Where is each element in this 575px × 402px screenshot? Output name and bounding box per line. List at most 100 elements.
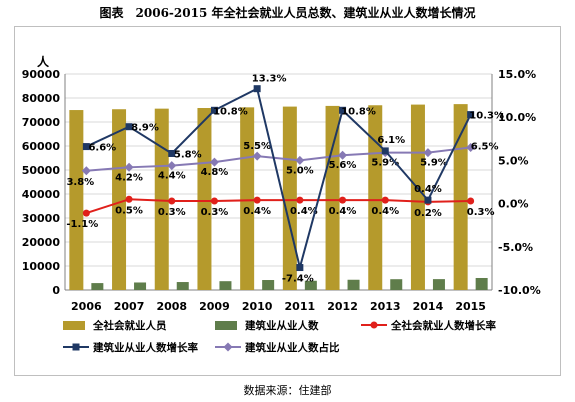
y-tick-label: 40000 [22,188,61,201]
y2-tick-label: -10.0% [498,284,541,297]
x-tick-label: 2008 [156,300,187,313]
construction-growth-data-label: 10.8% [213,106,248,117]
total-growth-data-label: 0.5% [115,205,143,216]
legend-marker [370,321,378,329]
construction-share-point [423,148,433,158]
total-growth-data-label: 0.4% [243,206,271,217]
y-unit-label: 人 [37,54,50,69]
construction-share-data-label: 4.4% [158,171,186,182]
construction-growth-point [339,106,347,114]
construction-growth-data-label: 6.6% [88,143,116,154]
bar-construction-employment [390,279,403,290]
bar-total-employment [197,108,212,290]
bar-construction-employment [134,282,147,290]
construction-share-data-label: 5.0% [286,165,314,176]
total-growth-point [210,197,218,205]
y2-tick-label: 15.0% [498,68,536,81]
construction-growth-data-label: 13.3% [252,74,287,85]
bar-construction-employment [432,279,445,290]
construction-growth-point [210,106,218,114]
y-tick-label: 80000 [22,92,61,105]
bar-construction-employment [475,277,488,290]
legend-label: 建筑业从业人数占比 [244,341,340,354]
construction-growth-data-label: 5.8% [174,149,202,160]
total-growth-data-label: 0.3% [201,207,229,218]
construction-share-point [466,142,476,152]
construction-growth-data-label: -7.4% [282,274,314,285]
y-tick-label: 90000 [22,68,61,81]
total-growth-point [296,196,304,204]
bar-total-employment [410,104,425,290]
construction-growth-line [85,87,472,268]
total-growth-data-label: 0.4% [290,206,318,217]
y-tick-label: 20000 [22,236,61,249]
construction-share-data-label: 4.8% [201,167,229,178]
legend-label: 全社会就业人员 [92,319,167,332]
bar-construction-employment [219,281,232,290]
bar-construction-employment [304,280,317,290]
construction-growth-point [381,147,389,155]
construction-share-point [209,157,219,167]
construction-growth-point [424,196,432,204]
construction-growth-data-label: 10.3% [469,111,504,122]
combo-chart: 0 10000 20000 30000 40000 50000 60000 70000 8000… [22,54,541,354]
total-growth-point [125,195,133,203]
total-growth-data-label: 0.4% [329,206,357,217]
x-tick-label: 2010 [242,300,273,313]
x-tick-label: 2013 [370,300,401,313]
bar-total-employment [453,104,468,290]
bar-construction-employment [262,280,275,290]
construction-share-point [167,161,177,171]
y-tick-label: 60000 [22,140,61,153]
construction-share-data-label: 5.6% [329,160,357,171]
construction-share-point [81,166,91,176]
total-growth-data-label: -1.1% [66,219,98,230]
bar-total-employment [282,106,297,290]
bar-total-employment [154,108,169,291]
x-tick-label: 2014 [413,300,444,313]
y2-tick-label: 5.0% [498,154,529,167]
y2-tick-label: 10.0% [498,111,536,124]
construction-share-data-label: 5.5% [243,141,271,152]
total-growth-point [339,196,347,204]
x-tick-label: 2012 [327,300,358,313]
bar-total-employment [240,107,255,291]
total-growth-data-label: 0.2% [414,208,442,219]
legend-swatch [63,321,85,330]
construction-share-data-label: 6.5% [471,141,499,152]
legend-label: 建筑业从业人数增长率 [92,341,198,354]
construction-growth-point [296,264,304,272]
construction-growth-data-label: 6.1% [377,135,405,146]
data-source: 数据来源：住建部 [243,384,332,397]
legend-marker [72,343,80,351]
construction-growth-data-label: 10.8% [341,106,376,117]
bar-total-employment [112,109,127,290]
construction-growth-data-label: 0.4% [414,184,442,195]
construction-share-point [124,162,134,172]
total-growth-data-label: 0.3% [467,207,495,218]
bar-total-employment [69,110,84,291]
y-tick-label: 10000 [22,260,61,273]
y-tick-label: 30000 [22,212,61,225]
bar-total-employment [368,105,383,290]
construction-share-data-label: 5.9% [371,158,399,169]
total-growth-point [381,196,389,204]
construction-share-point [252,151,262,161]
total-growth-line [86,198,471,215]
bar-construction-employment [91,283,104,290]
legend-label: 建筑业从业人数 [244,319,319,332]
total-growth-point [253,196,261,204]
legend-label: 全社会就业人数增长率 [390,319,496,332]
bar-construction-employment [347,279,360,290]
y-tick-label: 70000 [22,116,61,129]
construction-growth-point [125,123,133,131]
construction-growth-point [168,149,176,157]
construction-share-point [295,155,305,165]
bar-total-employment [325,105,340,290]
construction-growth-point [467,111,475,119]
x-tick-label: 2009 [199,300,230,313]
total-growth-data-label: 0.3% [158,207,186,218]
construction-share-line [86,146,471,172]
total-growth-point [168,197,176,205]
